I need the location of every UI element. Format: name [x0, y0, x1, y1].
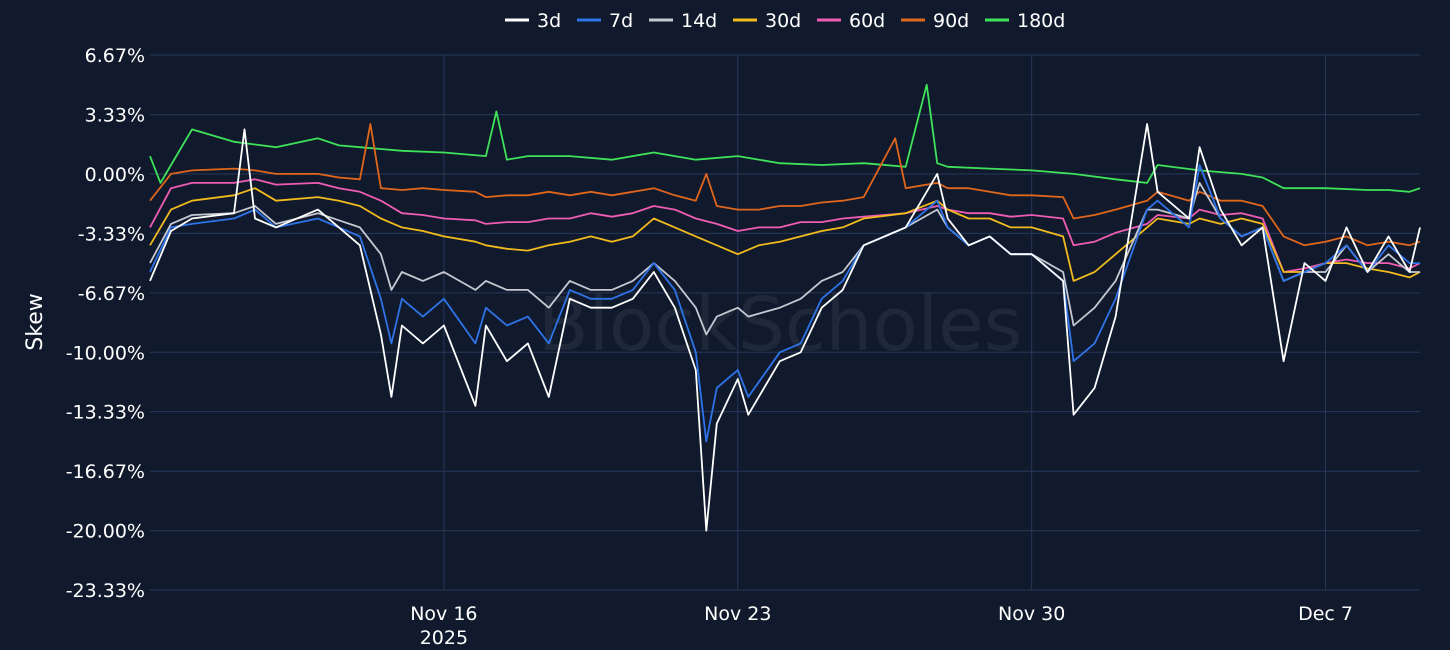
- legend-item-60d: 60d: [817, 10, 885, 32]
- legend-label: 60d: [849, 10, 885, 32]
- legend-label: 30d: [765, 10, 801, 32]
- legend-label: 14d: [681, 10, 717, 32]
- series-line-180d: [149, 83, 1421, 193]
- legend: 3d 7d 14d 30d 60d 90d 180d: [505, 10, 1065, 32]
- y-axis-title: Skew: [23, 293, 48, 350]
- legend-label: 7d: [609, 10, 633, 32]
- series-line-30d: [149, 187, 1421, 282]
- y-tick-label: -23.33%: [66, 580, 145, 602]
- legend-label: 90d: [933, 10, 969, 32]
- series-lines: [149, 83, 1421, 532]
- legend-item-3d: 3d: [505, 10, 561, 32]
- series-line-3d: [149, 123, 1421, 532]
- series-line-60d: [149, 178, 1421, 273]
- y-tick-label: -10.00%: [66, 342, 145, 364]
- y-tick-label: -13.33%: [66, 402, 145, 424]
- y-tick-label: -16.67%: [66, 461, 145, 483]
- x-tick-label: Dec 7: [1298, 603, 1353, 625]
- x-tick-label: Nov 23: [704, 603, 771, 625]
- watermark: BlockScholes: [538, 282, 1023, 368]
- y-axis: 6.67% 3.33% 0.00% -3.33% -6.67% -10.00% -13.33…: [66, 45, 145, 602]
- legend-item-90d: 90d: [901, 10, 969, 32]
- y-tick-label: -3.33%: [78, 223, 145, 245]
- legend-label: 180d: [1017, 10, 1065, 32]
- x-tick-label: Nov 16: [410, 603, 477, 625]
- y-tick-label: 6.67%: [85, 45, 145, 67]
- y-tick-label: 3.33%: [85, 105, 145, 127]
- x-tick-sublabel: 2025: [420, 627, 468, 649]
- legend-item-30d: 30d: [733, 10, 801, 32]
- legend-item-14d: 14d: [649, 10, 717, 32]
- y-tick-label: -20.00%: [66, 521, 145, 543]
- series-line-7d: [149, 164, 1420, 443]
- legend-label: 3d: [537, 10, 561, 32]
- x-tick-label: Nov 30: [998, 603, 1065, 625]
- legend-item-7d: 7d: [577, 10, 633, 32]
- y-tick-label: -6.67%: [78, 283, 145, 305]
- y-tick-label: 0.00%: [85, 164, 145, 186]
- legend-item-180d: 180d: [985, 10, 1065, 32]
